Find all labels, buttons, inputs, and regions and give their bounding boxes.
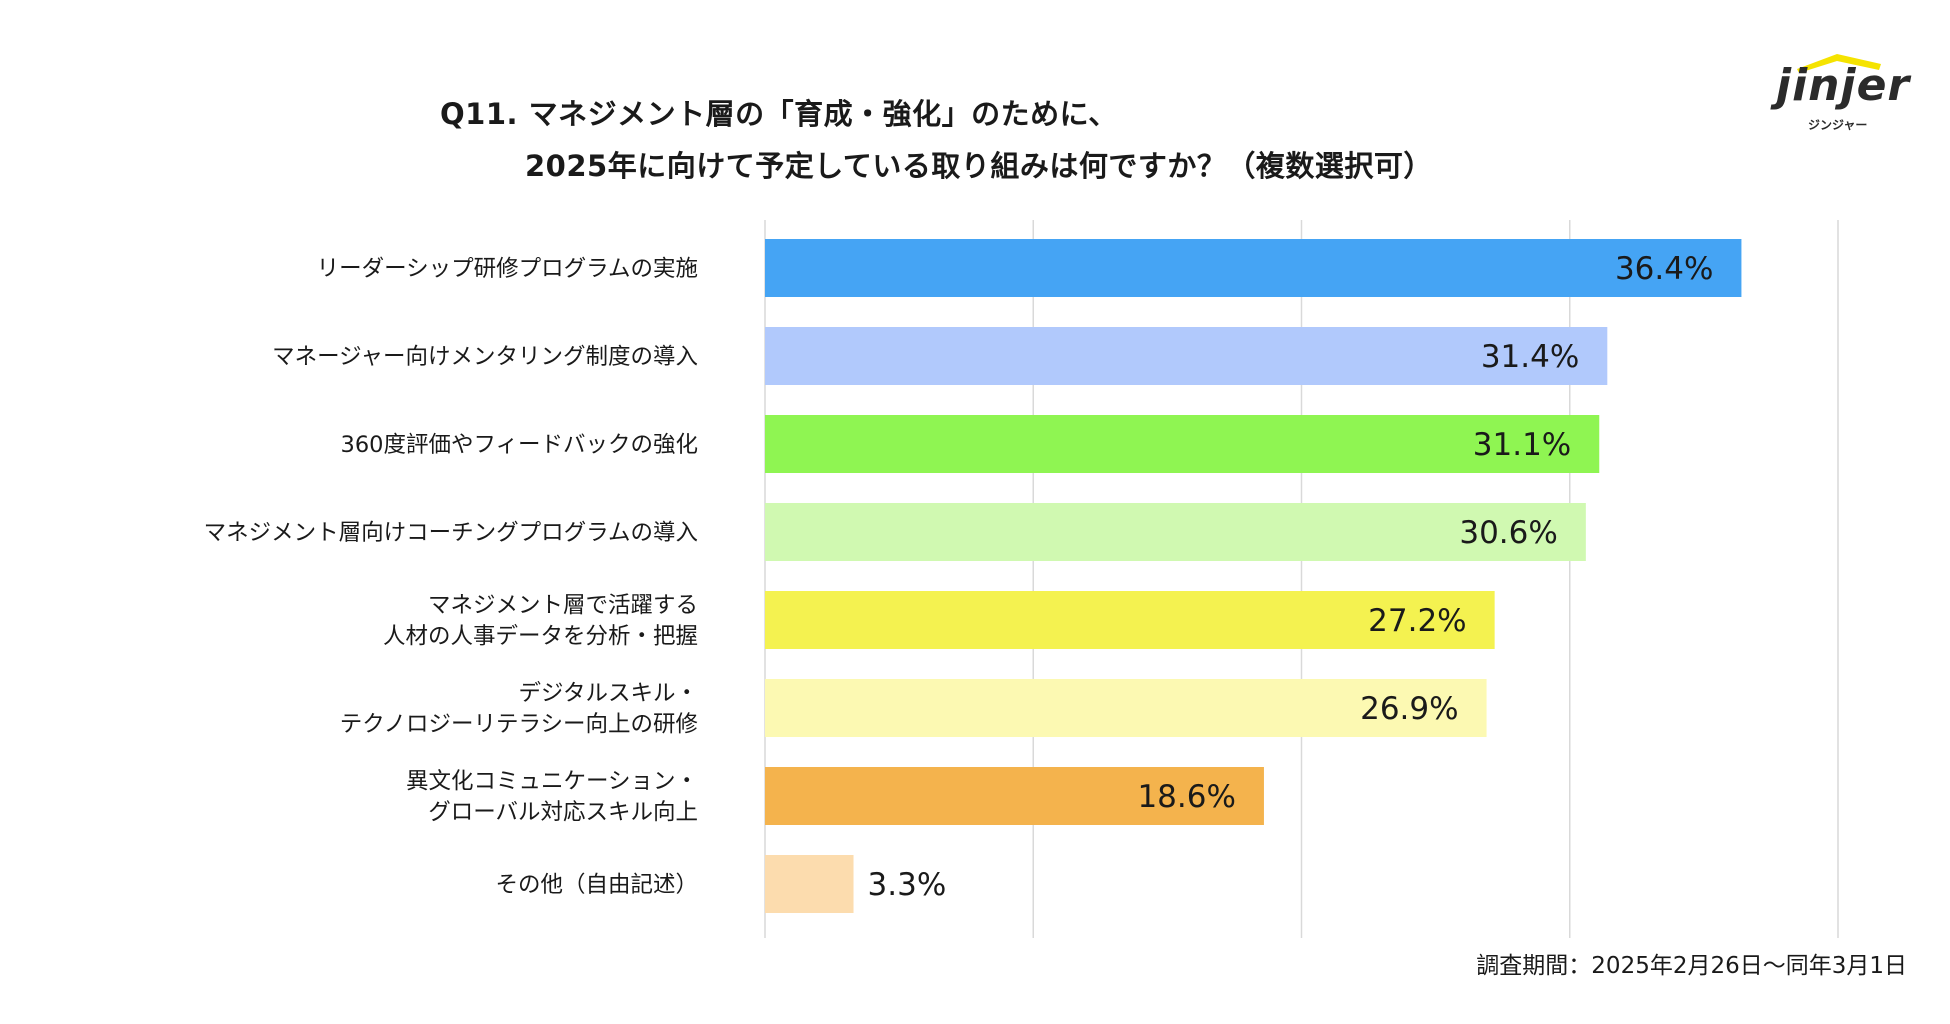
value-label: 18.6% (1137, 779, 1235, 815)
jinjer-logo: jinjer ジンジャー (1768, 52, 1918, 136)
bar (765, 503, 1586, 561)
category-label: 360度評価やフィードバックの強化 (341, 432, 699, 458)
value-label: 3.3% (868, 867, 947, 903)
value-label: 31.4% (1481, 339, 1579, 375)
bar (765, 327, 1608, 385)
bar (765, 591, 1495, 649)
value-labels: 36.4% 31.4% 31.1% 30.6% 27.2% 26.9% 18.6% 3.3% (868, 251, 1714, 903)
category-label: グローバル対応スキル向上 (428, 800, 698, 826)
value-label: 26.9% (1360, 691, 1458, 727)
category-label: 人材の人事データを分析・把握 (383, 624, 698, 650)
category-label: 異文化コミュニケーション・ (406, 769, 698, 795)
bar (765, 767, 1264, 825)
logo-kana: ジンジャー (1808, 118, 1868, 132)
category-label: マネジメント層向けコーチングプログラムの導入 (204, 520, 698, 546)
category-label: マネージャー向けメンタリング制度の導入 (272, 344, 698, 370)
bar (765, 415, 1600, 473)
bar (765, 239, 1742, 297)
chart-title: Q11. マネジメント層の「育成・強化」のために、 2025年に向けて予定してい… (440, 88, 1433, 192)
bars (765, 239, 1742, 913)
value-label: 30.6% (1459, 515, 1557, 551)
bar (765, 679, 1487, 737)
category-label: マネジメント層で活躍する (428, 593, 698, 619)
category-label: リーダーシップ研修プログラムの実施 (317, 256, 698, 282)
category-label: デジタルスキル・ (518, 681, 698, 707)
category-label: テクノロジーリテラシー向上の研修 (340, 712, 698, 738)
title-line-1: Q11. マネジメント層の「育成・強化」のために、 (440, 97, 1118, 131)
value-label: 27.2% (1368, 603, 1466, 639)
title-line-2: 2025年に向けて予定している取り組みは何ですか？（複数選択可） (525, 149, 1433, 183)
logo-roof-icon (1797, 54, 1881, 72)
logo-roof-mark (1797, 54, 1881, 72)
value-label: 36.4% (1615, 251, 1713, 287)
logo-wordmark: jinjer (1776, 60, 1911, 111)
value-label: 31.1% (1473, 427, 1571, 463)
bar (765, 855, 854, 913)
category-label: その他（自由記述） (495, 872, 698, 898)
survey-period-note: 調査期間：2025年2月26日～同年3月1日 (1476, 953, 1907, 979)
